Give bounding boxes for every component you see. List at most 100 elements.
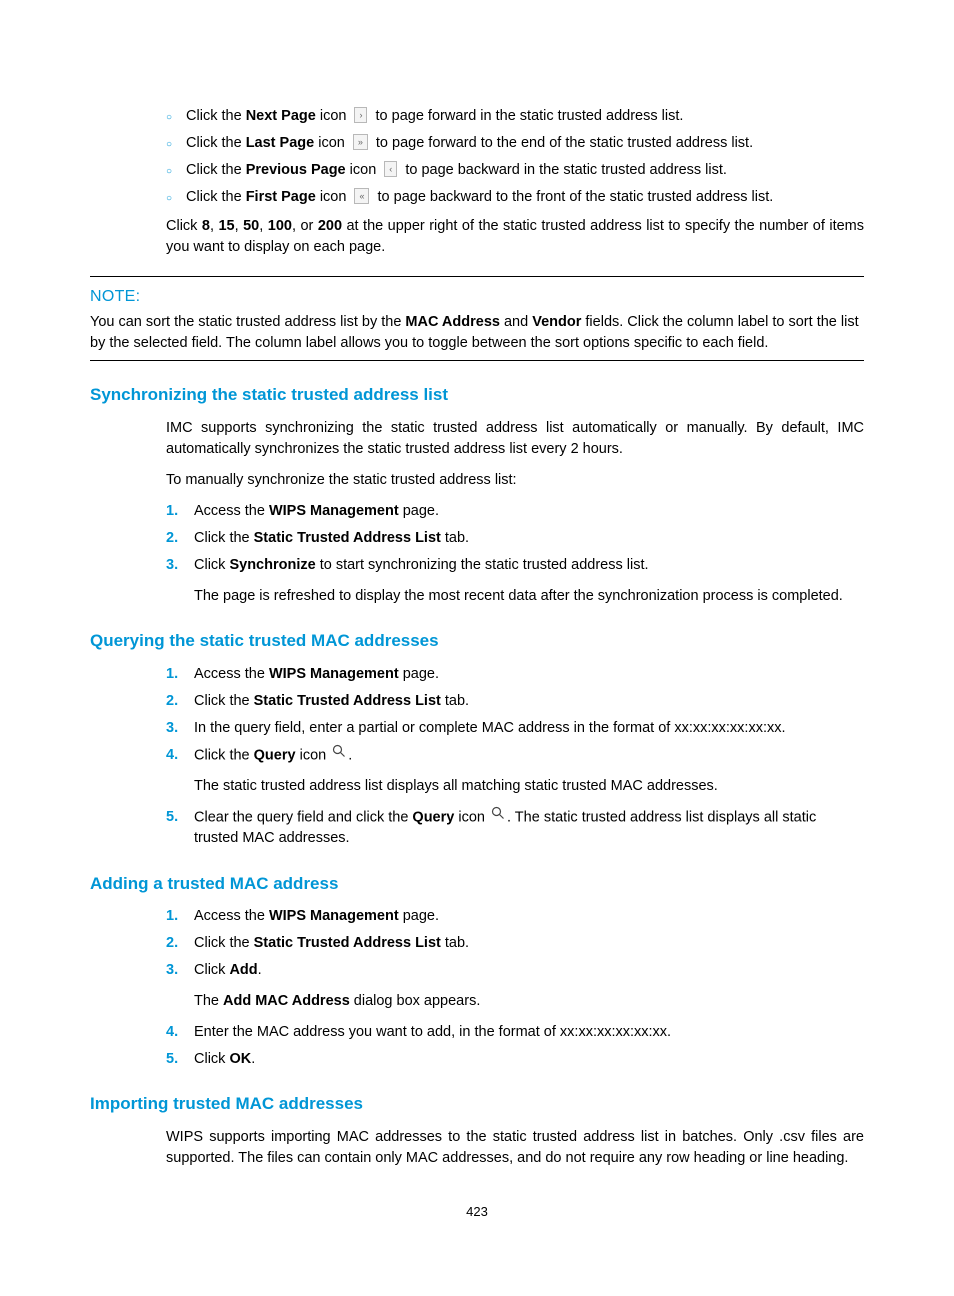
list-item: 2.Click the Static Trusted Address List … [166,933,864,954]
list-item: 5.Click OK. [166,1049,864,1070]
list-item: 4.Click the Query icon . [166,745,864,766]
text: Access the [194,666,269,682]
text: Clear the query field and click the [194,809,412,825]
query-icon [491,806,505,827]
text: . [258,962,262,978]
next-page-label: Next Page [246,108,316,124]
step-number: 3. [166,555,194,576]
step-number: 1. [166,906,194,927]
list-item: ○ Click the Next Page icon › to page for… [166,106,864,127]
list-item: 3.Click Add. [166,960,864,981]
list-item: 4.Enter the MAC address you want to add,… [166,1022,864,1043]
text: Click the [194,530,254,546]
list-item: ○ Click the Last Page icon » to page for… [166,133,864,154]
text: , [235,218,244,234]
step-number: 4. [166,1022,194,1043]
static-trusted-tab: Static Trusted Address List [254,693,441,709]
text: tab. [441,693,469,709]
step-number: 5. [166,807,194,828]
text: Access the [194,908,269,924]
list-item: 2.Click the Static Trusted Address List … [166,691,864,712]
text: Click the [186,108,246,124]
query-steps: 1.Access the WIPS Management page. 2.Cli… [166,664,864,766]
text: Click the [186,135,246,151]
ok-button: OK [229,1051,251,1067]
sync-lead: To manually synchronize the static trust… [166,470,864,491]
list-item: 5.Clear the query field and click the Qu… [166,807,864,849]
sync-result: The page is refreshed to display the mos… [194,586,864,607]
static-trusted-tab: Static Trusted Address List [254,935,441,951]
bullet-circle-icon: ○ [166,194,172,204]
text: You can sort the static trusted address … [90,314,405,330]
text: page. [399,666,439,682]
query-button: Query [412,809,454,825]
text: Enter the MAC address you want to add, i… [194,1024,671,1040]
section-title-sync: Synchronizing the static trusted address… [90,383,864,408]
step-number: 2. [166,691,194,712]
previous-page-label: Previous Page [246,162,346,178]
step-number: 1. [166,501,194,522]
text: , or [292,218,318,234]
text: page. [399,503,439,519]
add-mac-dialog: Add MAC Address [223,993,350,1009]
step-number: 2. [166,528,194,549]
wips-management-page: WIPS Management [269,503,399,519]
list-item: 2.Click the Static Trusted Address List … [166,528,864,549]
text: icon [314,135,349,151]
wips-management-page: WIPS Management [269,908,399,924]
page-size-paragraph: Click 8, 15, 50, 100, or 200 at the uppe… [166,216,864,258]
text: tab. [441,935,469,951]
list-item: ○ Click the First Page icon « to page ba… [166,187,864,208]
page-size-option: 8 [202,218,210,234]
text: Click the [194,747,254,763]
page-size-option: 200 [318,218,342,234]
step-number: 5. [166,1049,194,1070]
list-item: 3.Click Synchronize to start synchronizi… [166,555,864,576]
text: and [500,314,532,330]
first-page-icon: « [354,188,369,204]
text: page. [399,908,439,924]
section-title-query: Querying the static trusted MAC addresse… [90,629,864,654]
step-number: 3. [166,960,194,981]
vendor-field: Vendor [532,314,581,330]
pager-icon-instructions: ○ Click the Next Page icon › to page for… [166,106,864,258]
text: to start synchronizing the static truste… [316,557,649,573]
text: , [259,218,268,234]
note-block: NOTE: You can sort the static trusted ad… [90,276,864,361]
text: icon [346,162,381,178]
text: to page forward in the static trusted ad… [371,108,683,124]
add-steps: 1.Access the WIPS Management page. 2.Cli… [166,906,864,981]
note-label: NOTE: [90,285,864,308]
text: Click the [194,935,254,951]
text: In the query field, enter a partial or c… [194,720,786,736]
static-trusted-tab: Static Trusted Address List [254,530,441,546]
last-page-label: Last Page [246,135,315,151]
text: . [251,1051,255,1067]
text: to page forward to the end of the static… [372,135,753,151]
pager-bullet-list: ○ Click the Next Page icon › to page for… [166,106,864,208]
text: icon [316,108,351,124]
page-size-option: 50 [243,218,259,234]
import-intro: WIPS supports importing MAC addresses to… [166,1127,864,1169]
note-body: You can sort the static trusted address … [90,312,864,354]
page-size-option: 100 [268,218,292,234]
list-item: 3.In the query field, enter a partial or… [166,718,864,739]
text: to page backward in the static trusted a… [401,162,727,178]
section-title-import: Importing trusted MAC addresses [90,1092,864,1117]
document-page: ○ Click the Next Page icon › to page for… [0,0,954,1282]
text: icon [454,809,489,825]
step-number: 2. [166,933,194,954]
bullet-circle-icon: ○ [166,113,172,123]
text: tab. [441,530,469,546]
first-page-label: First Page [246,189,316,205]
list-item: 1.Access the WIPS Management page. [166,664,864,685]
sync-intro: IMC supports synchronizing the static tr… [166,418,864,460]
add-result: The Add MAC Address dialog box appears. [194,991,864,1012]
text: Click [166,218,202,234]
text: icon [296,747,331,763]
mac-address-field: MAC Address [405,314,500,330]
list-item: ○ Click the Previous Page icon ‹ to page… [166,160,864,181]
text: Click [194,557,229,573]
add-steps-cont: 4.Enter the MAC address you want to add,… [166,1022,864,1070]
text: Click [194,962,229,978]
